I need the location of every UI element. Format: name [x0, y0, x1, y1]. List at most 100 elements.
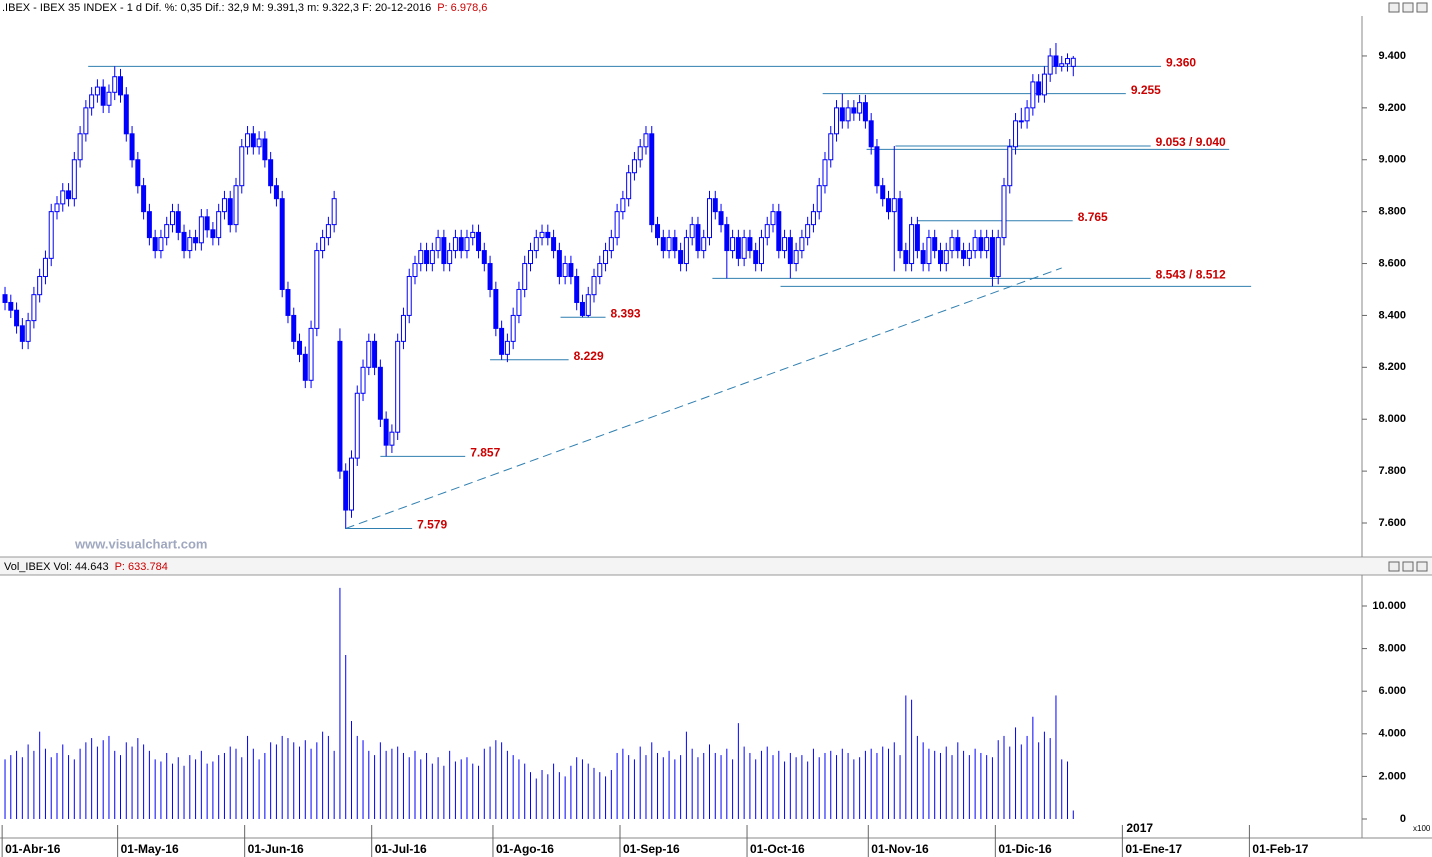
candle-body: [724, 224, 730, 252]
candle-body: [591, 276, 597, 296]
candle-body: [1047, 55, 1053, 75]
candle-body: [418, 250, 424, 265]
button[interactable]: [1402, 561, 1414, 572]
candle-body: [331, 198, 337, 226]
button[interactable]: [1388, 561, 1400, 572]
x-tick-label: 01-Ago-16: [496, 842, 554, 856]
candle-body: [903, 250, 909, 265]
candle-body: [83, 107, 89, 135]
candle-body: [926, 237, 932, 265]
candle-body: [25, 320, 31, 342]
candle-body: [1018, 120, 1024, 123]
y-tick-label: 0: [1400, 813, 1406, 825]
level-label: 7.579: [417, 518, 447, 532]
button[interactable]: [1388, 2, 1400, 13]
candle-body: [169, 211, 175, 226]
candle-body: [845, 107, 851, 122]
candle-body: [764, 224, 770, 239]
candle-body: [187, 237, 193, 252]
button[interactable]: [1416, 2, 1428, 13]
level-label: 8.765: [1078, 210, 1108, 224]
candle-body: [655, 224, 661, 239]
candle-body: [510, 314, 516, 342]
candle-body: [31, 294, 37, 322]
candle-body: [141, 185, 147, 213]
candle-body: [435, 237, 441, 252]
candle-body: [429, 250, 435, 265]
level-label: 9.360: [1166, 56, 1196, 70]
candle-body: [216, 211, 222, 239]
candle-body: [886, 198, 892, 213]
candle-body: [1024, 107, 1030, 122]
candle-body: [106, 91, 112, 106]
candle-body: [822, 159, 828, 187]
y-tick-label: 8.000: [1378, 643, 1406, 655]
candle-body: [678, 250, 684, 265]
candle-body: [389, 431, 395, 446]
level-label: 9.053 / 9.040: [1156, 135, 1226, 149]
candle-body: [447, 250, 453, 265]
price-header: .IBEX - IBEX 35 INDEX - 1 d Dif. %: 0,35…: [2, 2, 431, 14]
candle-body: [880, 185, 886, 200]
button[interactable]: [1402, 2, 1414, 13]
volume-header-close: P: 633.784: [115, 561, 168, 573]
volume-header: Vol_IBEX Vol: 44.643: [4, 561, 109, 573]
candle-body: [493, 288, 499, 329]
button[interactable]: [1416, 561, 1428, 572]
x-tick-label: 01-Jun-16: [248, 842, 304, 856]
candle-body: [250, 133, 256, 148]
candle-body: [383, 418, 389, 446]
candle-body: [943, 250, 949, 265]
candle-body: [533, 237, 539, 252]
y-tick-label: 10.000: [1372, 600, 1406, 612]
candle-body: [545, 231, 551, 239]
candle-body: [308, 327, 314, 381]
candle-body: [181, 231, 187, 252]
candle-body: [701, 237, 707, 252]
candle-body: [782, 237, 788, 252]
level-label: 7.857: [470, 445, 500, 459]
candle-body: [366, 340, 372, 368]
candle-body: [158, 237, 164, 252]
candle-body: [66, 190, 72, 200]
candle-body: [828, 133, 834, 161]
candle-body: [603, 250, 609, 265]
candle-body: [539, 231, 545, 239]
x-tick-label: 01-Oct-16: [750, 842, 805, 856]
candle-body: [649, 133, 655, 226]
candle-body: [574, 276, 580, 303]
candle-body: [37, 276, 43, 296]
candle-body: [551, 237, 557, 252]
candle-body: [245, 133, 251, 148]
candle-body: [706, 198, 712, 239]
y-tick-label: 9.400: [1378, 50, 1406, 62]
candle-body: [227, 198, 233, 226]
candle-body: [816, 185, 822, 213]
candle-body: [48, 211, 54, 259]
candle-body: [758, 237, 764, 265]
window-buttons[interactable]: [1388, 2, 1428, 572]
candle-body: [1001, 185, 1007, 239]
candle-body: [395, 340, 401, 433]
candle-body: [909, 224, 915, 265]
candle-body: [470, 231, 476, 239]
y-tick-label: 7.600: [1378, 517, 1406, 529]
price-header-close: P: 6.978,6: [437, 2, 487, 14]
candle-body: [268, 159, 274, 187]
y-tick-label: 8.200: [1378, 361, 1406, 373]
candle-body: [672, 237, 678, 252]
candle-body: [320, 237, 326, 252]
candle-body: [637, 146, 643, 161]
candle-body: [718, 211, 724, 226]
candle-body: [221, 198, 227, 213]
candle-body: [683, 237, 689, 265]
candle-body: [522, 263, 528, 290]
candle-body: [239, 146, 245, 187]
candle-body: [487, 263, 493, 290]
candle-body: [360, 366, 366, 394]
candle-body: [1053, 55, 1059, 67]
candle-body: [839, 107, 845, 122]
candle-body: [568, 263, 574, 278]
candle-body: [799, 237, 805, 252]
candle-body: [273, 185, 279, 200]
